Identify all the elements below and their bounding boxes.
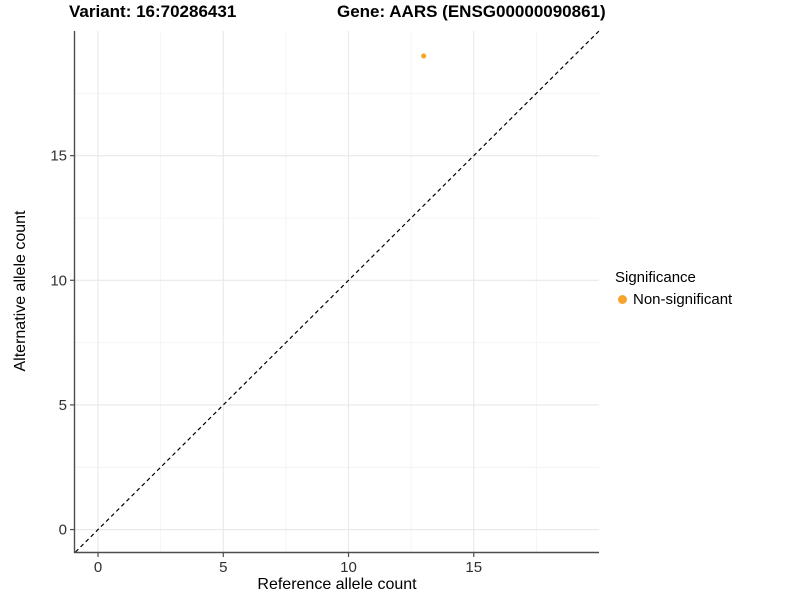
gene-title: Gene: AARS (ENSG00000090861) bbox=[337, 2, 606, 21]
legend-point-icon bbox=[618, 295, 627, 304]
y-tick-label: 5 bbox=[59, 397, 67, 414]
variant-title: Variant: 16:70286431 bbox=[69, 2, 237, 21]
legend-item: Non-significant bbox=[615, 291, 732, 308]
x-tick-label: 15 bbox=[465, 559, 482, 576]
y-tick-label: 15 bbox=[50, 148, 67, 165]
legend-item-label: Non-significant bbox=[633, 291, 733, 308]
x-tick-label: 10 bbox=[340, 559, 357, 576]
data-point bbox=[421, 53, 427, 59]
y-axis-label: Alternative allele count bbox=[12, 210, 29, 372]
x-tick-label: 0 bbox=[94, 559, 102, 576]
x-axis-label: Reference allele count bbox=[257, 576, 417, 593]
y-tick-label: 0 bbox=[59, 522, 67, 539]
y-tick-label: 10 bbox=[50, 272, 67, 289]
identity-line bbox=[75, 30, 600, 553]
x-tick-label: 5 bbox=[219, 559, 227, 576]
legend: Significance Non-significant bbox=[615, 269, 732, 308]
legend-title: Significance bbox=[615, 269, 696, 286]
